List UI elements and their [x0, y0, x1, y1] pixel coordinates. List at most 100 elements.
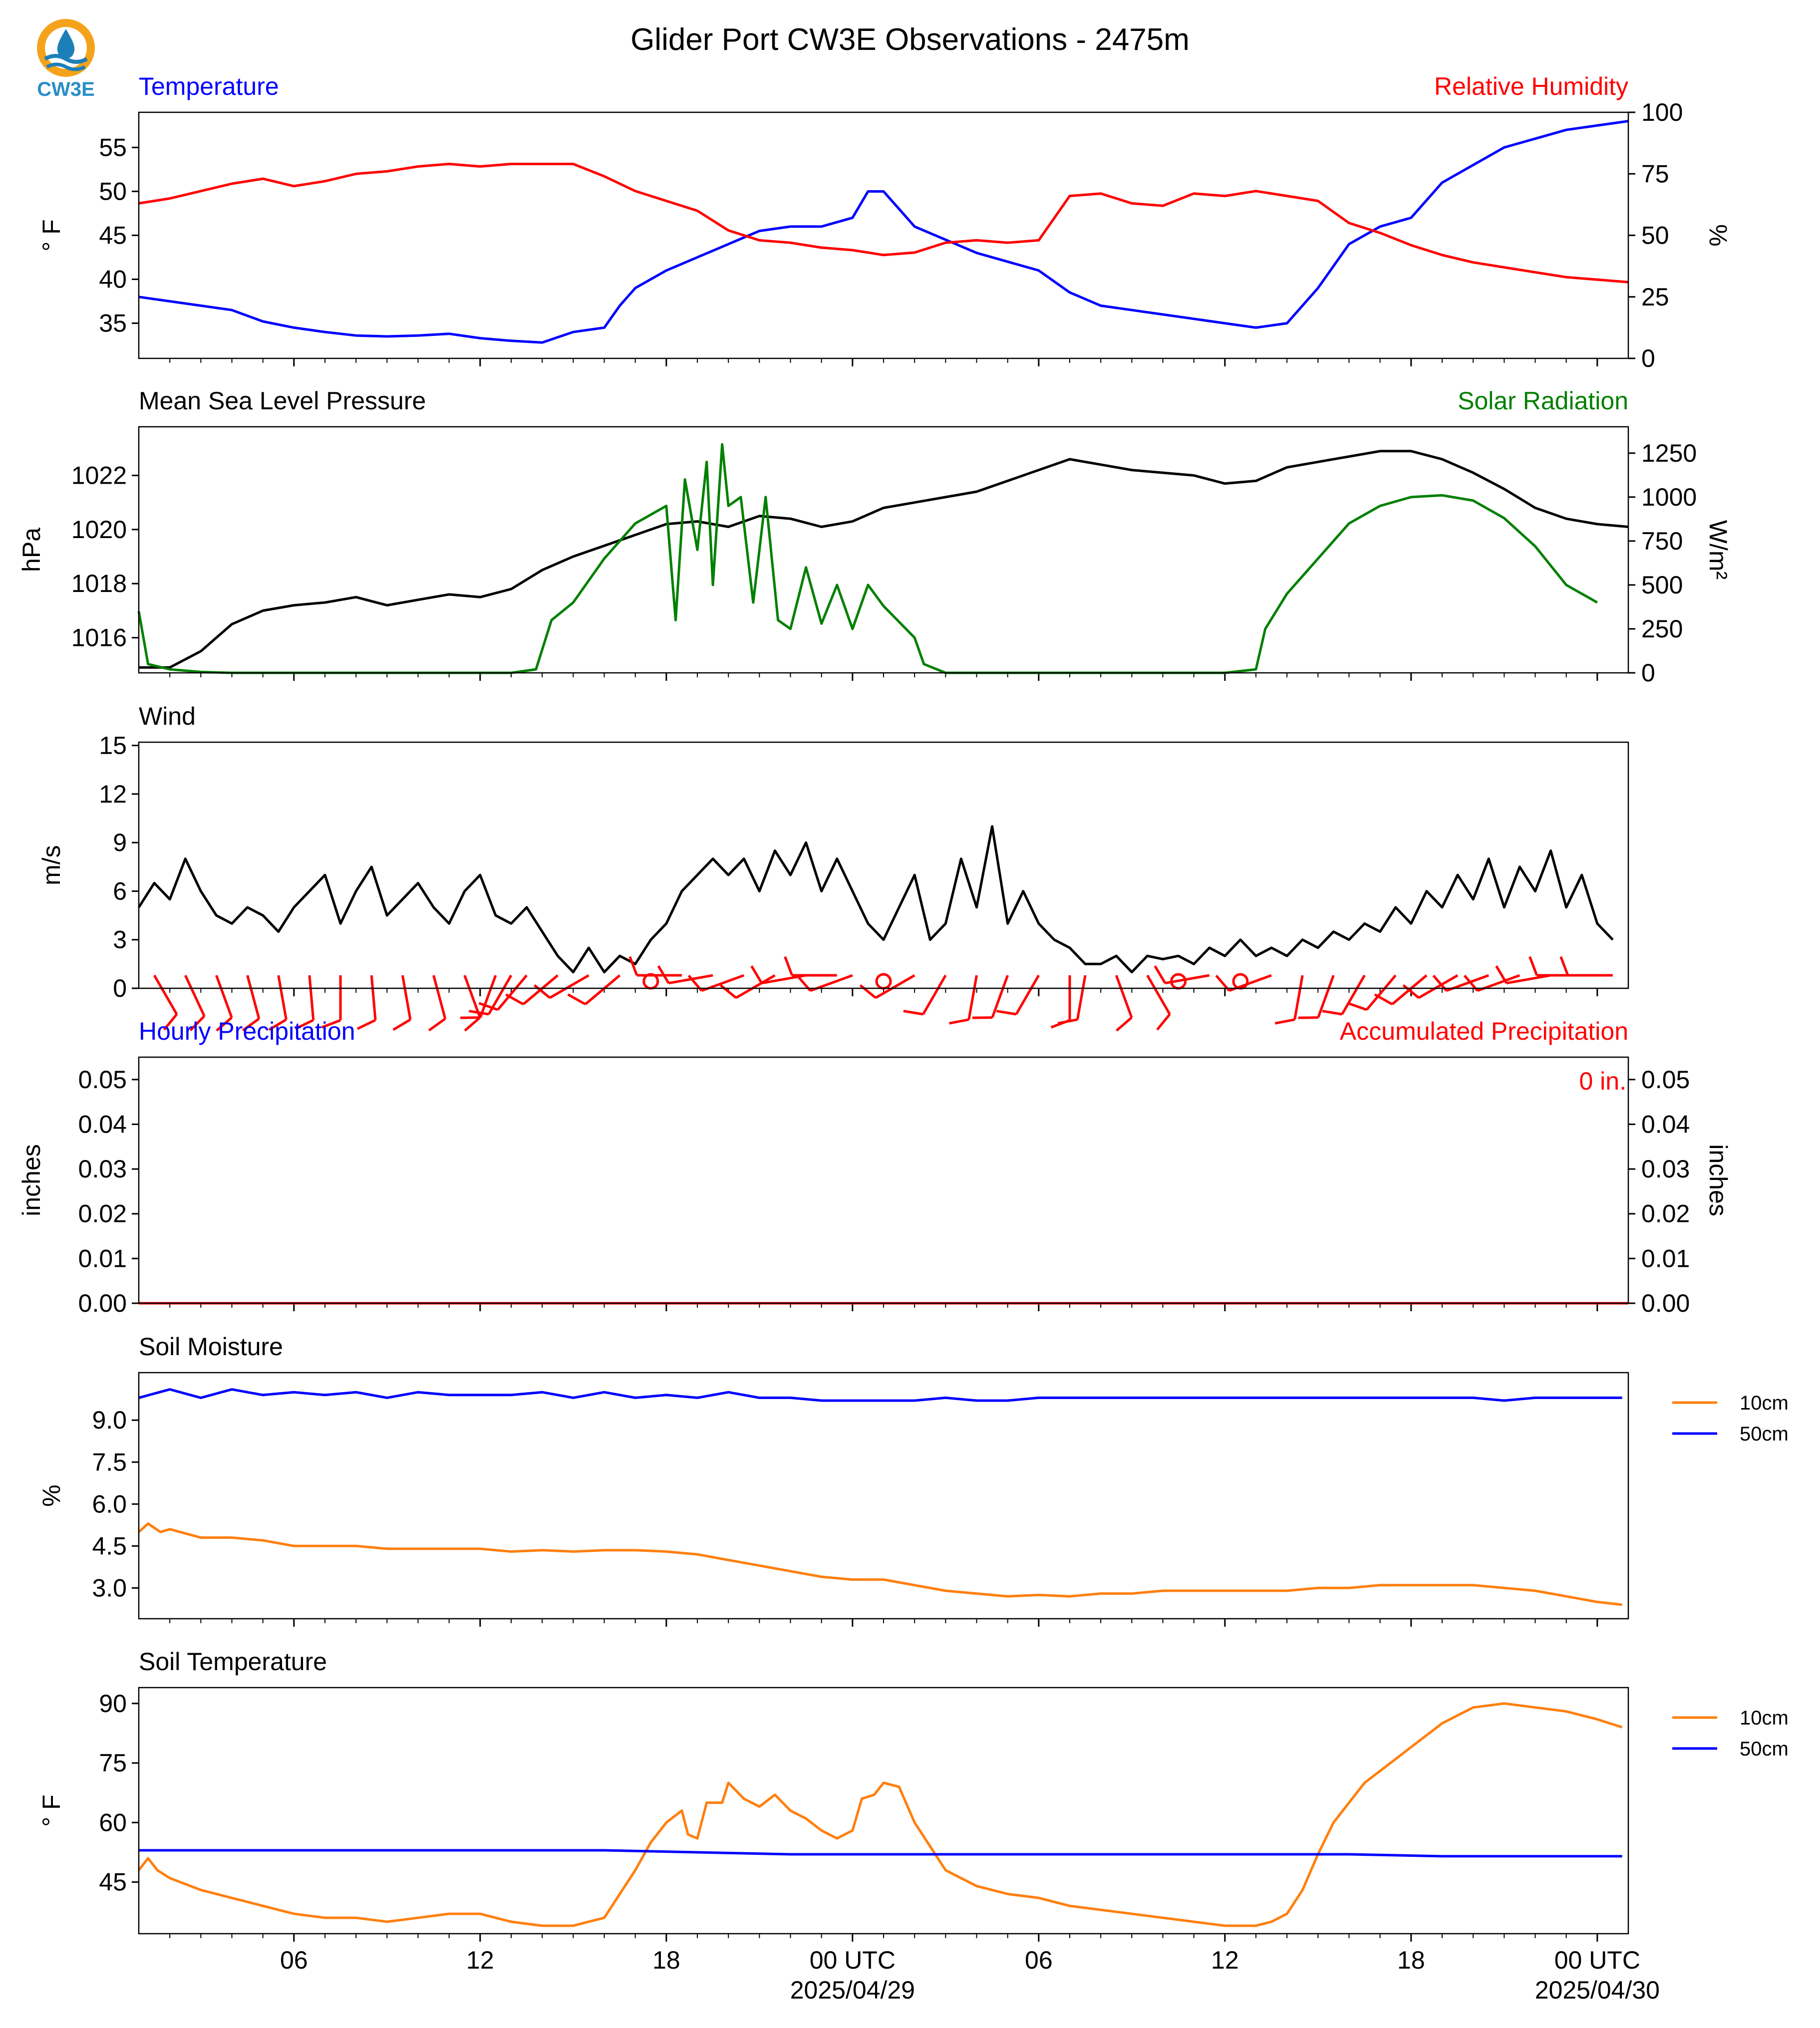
wind-barb: [585, 974, 621, 1005]
wind-barb: [497, 974, 528, 1011]
wind-barb-flag: [321, 1019, 341, 1029]
panel-title-left: Soil Moisture: [139, 1333, 283, 1361]
y-axis-label: %: [37, 1484, 65, 1506]
y-axis-label-right: %: [1704, 224, 1732, 246]
y-tick-label-right: 0.05: [1641, 1066, 1690, 1094]
x-tick-label: 12: [466, 1946, 494, 1974]
y-axis-label: ° F: [37, 219, 65, 251]
logo-ring: [37, 19, 95, 77]
wind-barb: [184, 974, 206, 1017]
panel-title-right: Relative Humidity: [1434, 72, 1628, 100]
wind-barb: [246, 975, 261, 1019]
wind-barb: [1317, 975, 1335, 1018]
y-tick-label: 0.02: [78, 1200, 127, 1228]
y-tick-label-right: 1000: [1641, 483, 1697, 511]
wind-barb: [922, 974, 947, 1015]
plot-frame: [138, 1056, 1629, 1304]
y-tick-label-right: 25: [1641, 283, 1669, 311]
wind-barb: [549, 974, 590, 999]
plot-frame: [138, 111, 1629, 359]
y-tick-label: 6.0: [92, 1490, 127, 1518]
y-tick-label: 55: [99, 133, 127, 161]
logo-text: CW3E: [37, 78, 95, 100]
y-tick-label: 3.0: [92, 1574, 127, 1602]
series-line-temperature: [138, 120, 1629, 344]
wind-barb: [1506, 974, 1551, 985]
wind-barb-flag: [657, 965, 670, 984]
wind-barb: [1341, 974, 1366, 1015]
wind-barb-flag: [1347, 1002, 1367, 1011]
y-tick-label: 12: [99, 780, 127, 808]
wind-barb-calm: [875, 973, 892, 990]
wind-barb-flag: [1057, 1018, 1078, 1025]
wind-barb-flag: [1116, 1016, 1133, 1032]
y-tick-label-right: 0.02: [1641, 1200, 1690, 1228]
legend-label: 50cm: [1740, 1738, 1789, 1760]
series-line-50cm: [139, 1849, 1622, 1858]
y-tick-label: 75: [99, 1749, 127, 1777]
plot-frame: [138, 1372, 1629, 1620]
panel-title-right: Solar Radiation: [1458, 387, 1628, 415]
wind-barb: [370, 975, 377, 1020]
panel-title-left: Mean Sea Level Pressure: [139, 387, 426, 415]
wind-barb-flag: [533, 984, 551, 999]
y-tick-label-right: 0.01: [1641, 1244, 1690, 1272]
wind-barb-flag: [505, 993, 524, 1006]
wind-barb-flag: [949, 1018, 969, 1025]
y-axis-label-right: W/m²: [1704, 520, 1732, 579]
wind-barb: [277, 975, 288, 1020]
y-tick-label: 1016: [71, 624, 127, 652]
wind-barb-flag: [1559, 956, 1569, 976]
y-axis-label: inches: [17, 1144, 45, 1216]
x-tick-label: 00 UTC: [810, 1946, 896, 1974]
wind-barb: [1146, 974, 1171, 1015]
wind-barb-flag: [784, 956, 794, 976]
wind-barb-flag: [719, 984, 737, 999]
cw3e-logo: CW3E: [37, 19, 95, 100]
y-tick-label-right: 500: [1641, 571, 1683, 599]
y-tick-label: 9: [113, 829, 127, 857]
y-tick-label-right: 0.03: [1641, 1155, 1690, 1183]
wind-barb-flag: [1402, 984, 1420, 999]
wind-barb-flag: [859, 984, 877, 999]
panel-soil_moisture: Soil Moisture 3.0 4.5 6.0 7.5 9.0% 10cm 50cm: [37, 1333, 1789, 1627]
y-tick-label-right: 100: [1641, 98, 1683, 126]
y-tick-label: 1022: [71, 462, 127, 490]
y-tick-label: 40: [99, 266, 127, 293]
panel-title-left: Hourly Precipitation: [139, 1017, 355, 1045]
wind-barb-flag: [628, 956, 638, 976]
y-axis-label: ° F: [37, 1794, 65, 1826]
y-axis-label-right: inches: [1704, 1144, 1732, 1216]
wind-barb: [1165, 974, 1210, 985]
wind-barb-flag: [295, 1019, 314, 1030]
wind-barb: [401, 975, 412, 1020]
panel-wind: Wind 0 3 6 9 12 15 m/s: [37, 702, 1629, 1032]
wind-barb: [1418, 974, 1459, 999]
series-line-relative-humidity: [138, 163, 1629, 284]
wind-barb: [153, 974, 178, 1015]
wind-barb-flag: [903, 1010, 923, 1016]
y-tick-label: 1018: [71, 570, 127, 597]
y-tick-label: 35: [99, 309, 127, 337]
y-tick-label: 90: [99, 1690, 127, 1718]
y-tick-label: 3: [113, 926, 127, 954]
y-tick-label: 50: [99, 177, 127, 205]
legend-label: 10cm: [1740, 1707, 1789, 1729]
wind-barb-flag: [356, 1019, 376, 1030]
wind-barb-flag: [464, 1016, 481, 1032]
y-tick-label-right: 0.04: [1641, 1110, 1690, 1138]
wind-barb: [1293, 975, 1304, 1020]
y-tick-label: 6: [113, 877, 127, 905]
x-tick-label: 18: [1397, 1946, 1425, 1974]
wind-barb-flag: [750, 965, 763, 984]
y-tick-label: 0.01: [78, 1244, 127, 1272]
wind-barb: [432, 975, 447, 1019]
wind-barb: [215, 975, 233, 1018]
panel-title-left: Temperature: [139, 72, 279, 100]
wind-barb-flag: [1154, 965, 1167, 984]
y-tick-label: 9.0: [92, 1406, 127, 1434]
wind-barb: [1015, 974, 1040, 1015]
y-axis-label: m/s: [37, 845, 65, 885]
x-tick-sublabel: 2025/04/29: [790, 1976, 915, 2004]
